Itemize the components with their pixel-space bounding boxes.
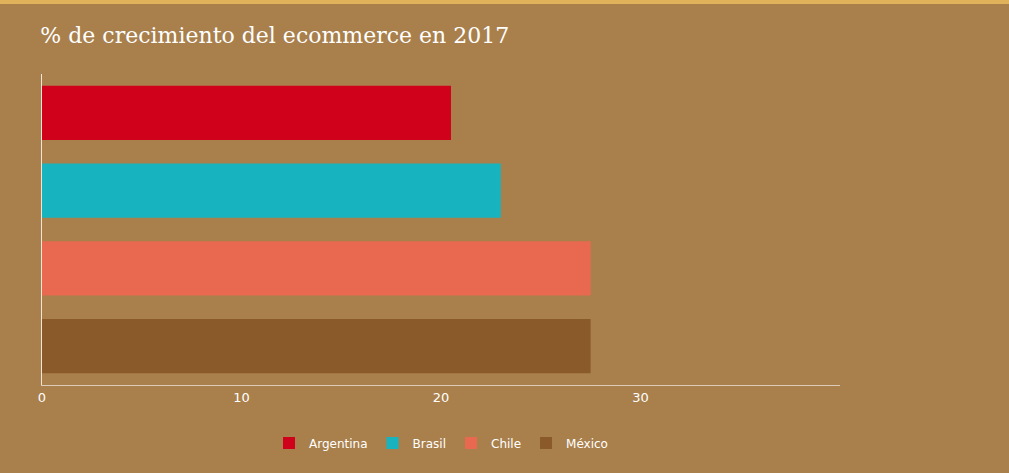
svg-text:30: 30 (632, 390, 649, 405)
svg-text:Chile: Chile (491, 437, 521, 451)
svg-text:% de crecimiento del ecommerce: % de crecimiento del ecommerce en 2017 (40, 23, 509, 48)
svg-text:Argentina: Argentina (309, 437, 368, 451)
svg-text:México: México (566, 437, 608, 451)
svg-text:20: 20 (433, 390, 450, 405)
svg-text:0: 0 (38, 390, 46, 405)
svg-text:10: 10 (233, 390, 250, 405)
svg-text:Brasil: Brasil (413, 437, 446, 451)
